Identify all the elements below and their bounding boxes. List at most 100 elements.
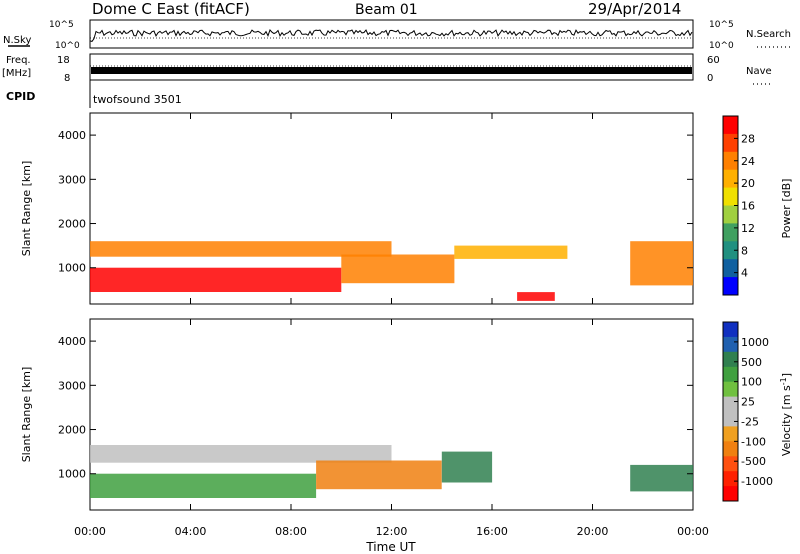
freq-strip: Freq. [MHz] 18 8 60 0 Nave bbox=[2, 53, 772, 85]
noise-tick-right-bottom: 10^0 bbox=[709, 41, 734, 51]
cpid-label: CPID bbox=[6, 90, 35, 103]
colorbar-swatch bbox=[723, 351, 738, 368]
colorbar-swatch bbox=[723, 471, 738, 487]
nave-tick-bottom: 0 bbox=[707, 73, 713, 84]
power-panel: 1000 2000 3000 4000 Slant Range [km] 28 24 20… bbox=[20, 112, 793, 305]
colorbar-swatch bbox=[723, 205, 738, 224]
colorbar-swatch bbox=[723, 241, 738, 260]
y-tick-label: 1000 bbox=[58, 468, 86, 481]
data-region-5 bbox=[630, 241, 693, 286]
y-tick-label: 2000 bbox=[58, 218, 86, 231]
noise-strip: N.Sky 10^5 10^0 10^5 10^0 N.Search bbox=[3, 19, 791, 51]
y-tick-label: 3000 bbox=[58, 173, 86, 186]
colorbar-swatch bbox=[723, 223, 738, 242]
colorbar-tick-label: 12 bbox=[741, 222, 755, 235]
colorbar-tick-label: 8 bbox=[741, 244, 748, 257]
date-title: 29/Apr/2014 bbox=[588, 0, 681, 18]
y-tick-label: 1000 bbox=[58, 262, 86, 275]
data-region-4 bbox=[517, 292, 555, 301]
colorbar-swatch bbox=[723, 259, 738, 278]
power-ylabel: Slant Range [km] bbox=[20, 161, 33, 257]
colorbar-tick-label: 25 bbox=[741, 396, 755, 409]
power-axes: 1000 2000 3000 4000 bbox=[58, 113, 694, 304]
data-region-4 bbox=[441, 451, 493, 483]
velocity-colorbar-label-main: Velocity [m s bbox=[780, 385, 793, 456]
noise-tick-left-top: 10^5 bbox=[49, 20, 74, 30]
power-data-marks bbox=[90, 241, 693, 301]
colorbar-tick-label: 4 bbox=[741, 267, 748, 280]
velocity-colorbar-label-sup: -1 bbox=[779, 377, 788, 385]
noise-trace bbox=[89, 29, 693, 42]
velocity-data-marks bbox=[90, 445, 693, 498]
colorbar-swatch bbox=[723, 456, 738, 472]
nsearch-label: N.Search bbox=[746, 29, 791, 40]
colorbar-tick-label: 100 bbox=[741, 376, 762, 389]
noise-tick-right-top: 10^5 bbox=[709, 20, 734, 30]
colorbar-swatch bbox=[723, 277, 738, 296]
x-tick-label: 12:00 bbox=[376, 525, 408, 538]
colorbar-tick-label: -1000 bbox=[741, 475, 773, 488]
colorbar-swatch bbox=[723, 426, 738, 442]
data-region-3 bbox=[454, 245, 568, 259]
power-colorbar: 28 24 20 16 12 8 4 bbox=[722, 115, 755, 296]
y-tick-label: 3000 bbox=[58, 379, 86, 392]
freq-tick-bottom: 8 bbox=[64, 73, 70, 84]
colorbar-swatch bbox=[723, 336, 738, 353]
velocity-axes: 1000 2000 3000 4000 bbox=[58, 319, 694, 510]
nave-label: Nave bbox=[746, 66, 772, 77]
colorbar-swatch bbox=[723, 116, 738, 135]
freq-unit-label: [MHz] bbox=[2, 68, 31, 79]
colorbar-tick-label: 20 bbox=[741, 177, 755, 190]
colorbar-frame bbox=[722, 321, 739, 502]
velocity-colorbar: 1000 500 100 25 -25 -100 -500 -1000 bbox=[722, 321, 773, 502]
colorbar-tick-label: 16 bbox=[741, 200, 755, 213]
colorbar-swatch bbox=[723, 151, 738, 171]
nsky-label: N.Sky bbox=[3, 35, 31, 46]
colorbar-tick-label: -25 bbox=[741, 415, 759, 428]
x-axis-label: Time UT bbox=[365, 540, 416, 554]
colorbar-swatch bbox=[723, 441, 738, 457]
y-tick-label: 2000 bbox=[58, 424, 86, 437]
velocity-ylabel: Slant Range [km] bbox=[20, 367, 33, 463]
colorbar-tick-label: 28 bbox=[741, 132, 755, 145]
noise-tick-left-bottom: 10^0 bbox=[55, 41, 80, 51]
colorbar-tick-label: 1000 bbox=[741, 336, 769, 349]
freq-label: Freq. bbox=[6, 55, 31, 66]
colorbar-swatch bbox=[723, 396, 738, 412]
x-tick-label: 16:00 bbox=[476, 525, 508, 538]
colorbar-swatch bbox=[723, 381, 738, 398]
data-region-0 bbox=[90, 473, 191, 498]
data-region-5 bbox=[630, 464, 693, 492]
x-tick-label: 04:00 bbox=[175, 525, 207, 538]
colorbar-tick-label: 500 bbox=[741, 356, 762, 369]
colorbar-tick-label: -100 bbox=[741, 435, 766, 448]
nave-tick-top: 60 bbox=[707, 55, 720, 66]
data-region-0 bbox=[90, 267, 342, 292]
colorbar-swatch bbox=[723, 322, 738, 338]
velocity-colorbar-label: Velocity [m s-1] bbox=[779, 373, 793, 456]
data-region-2 bbox=[190, 473, 317, 498]
freq-trace bbox=[91, 67, 692, 74]
colorbar-swatch bbox=[723, 486, 738, 502]
power-colorbar-label: Power [dB] bbox=[780, 179, 793, 239]
colorbar-swatch bbox=[723, 187, 738, 206]
freq-tick-top: 18 bbox=[57, 55, 70, 66]
colorbar-tick-label: 24 bbox=[741, 155, 755, 168]
colorbar-swatch bbox=[723, 169, 738, 189]
data-region-3 bbox=[316, 460, 442, 490]
freq-strip-frame bbox=[89, 53, 694, 81]
colorbar-swatch bbox=[723, 133, 738, 153]
beam-title: Beam 01 bbox=[355, 2, 418, 18]
data-region-1 bbox=[90, 445, 392, 463]
y-tick-label: 4000 bbox=[58, 129, 86, 142]
cpid-value: twofsound 3501 bbox=[93, 93, 182, 106]
y-tick-label: 4000 bbox=[58, 335, 86, 348]
velocity-panel: 1000 2000 3000 4000 Slant Range [km] 1000 50… bbox=[20, 318, 793, 511]
data-region-2 bbox=[341, 254, 455, 284]
colorbar-swatch bbox=[723, 411, 738, 427]
station-title: Dome C East (fitACF) bbox=[92, 0, 250, 18]
colorbar-swatch bbox=[723, 366, 738, 383]
x-tick-label: 00:00 bbox=[74, 525, 106, 538]
velocity-colorbar-label-end: ] bbox=[780, 373, 793, 377]
